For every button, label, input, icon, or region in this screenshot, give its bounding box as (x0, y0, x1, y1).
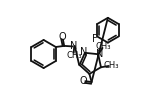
Text: N: N (70, 41, 78, 51)
Text: O: O (80, 76, 87, 86)
Text: CH₃: CH₃ (96, 42, 111, 51)
Text: CH₃: CH₃ (66, 51, 82, 60)
Text: CH₃: CH₃ (104, 61, 119, 70)
Text: O: O (58, 32, 66, 42)
Text: F: F (92, 34, 98, 44)
Text: N: N (96, 49, 104, 59)
Text: N: N (80, 47, 87, 57)
